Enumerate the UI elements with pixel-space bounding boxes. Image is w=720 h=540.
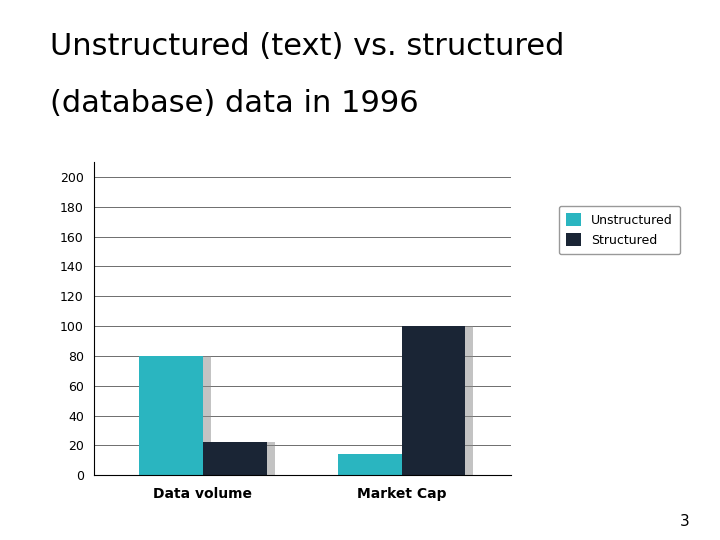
Bar [148,356,211,475]
Bar [203,442,266,475]
Text: 3: 3 [680,514,690,529]
Text: Unstructured (text) vs. structured: Unstructured (text) vs. structured [50,32,564,62]
Bar [402,326,465,475]
Text: (database) data in 1996: (database) data in 1996 [50,89,419,118]
Bar [211,442,274,475]
Bar [338,454,402,475]
Bar [410,326,474,475]
Legend: Unstructured, Structured: Unstructured, Structured [559,206,680,254]
Bar [346,454,410,475]
Text: Introduction to Information Retrieval: Introduction to Information Retrieval [9,10,238,23]
Bar [140,356,203,475]
